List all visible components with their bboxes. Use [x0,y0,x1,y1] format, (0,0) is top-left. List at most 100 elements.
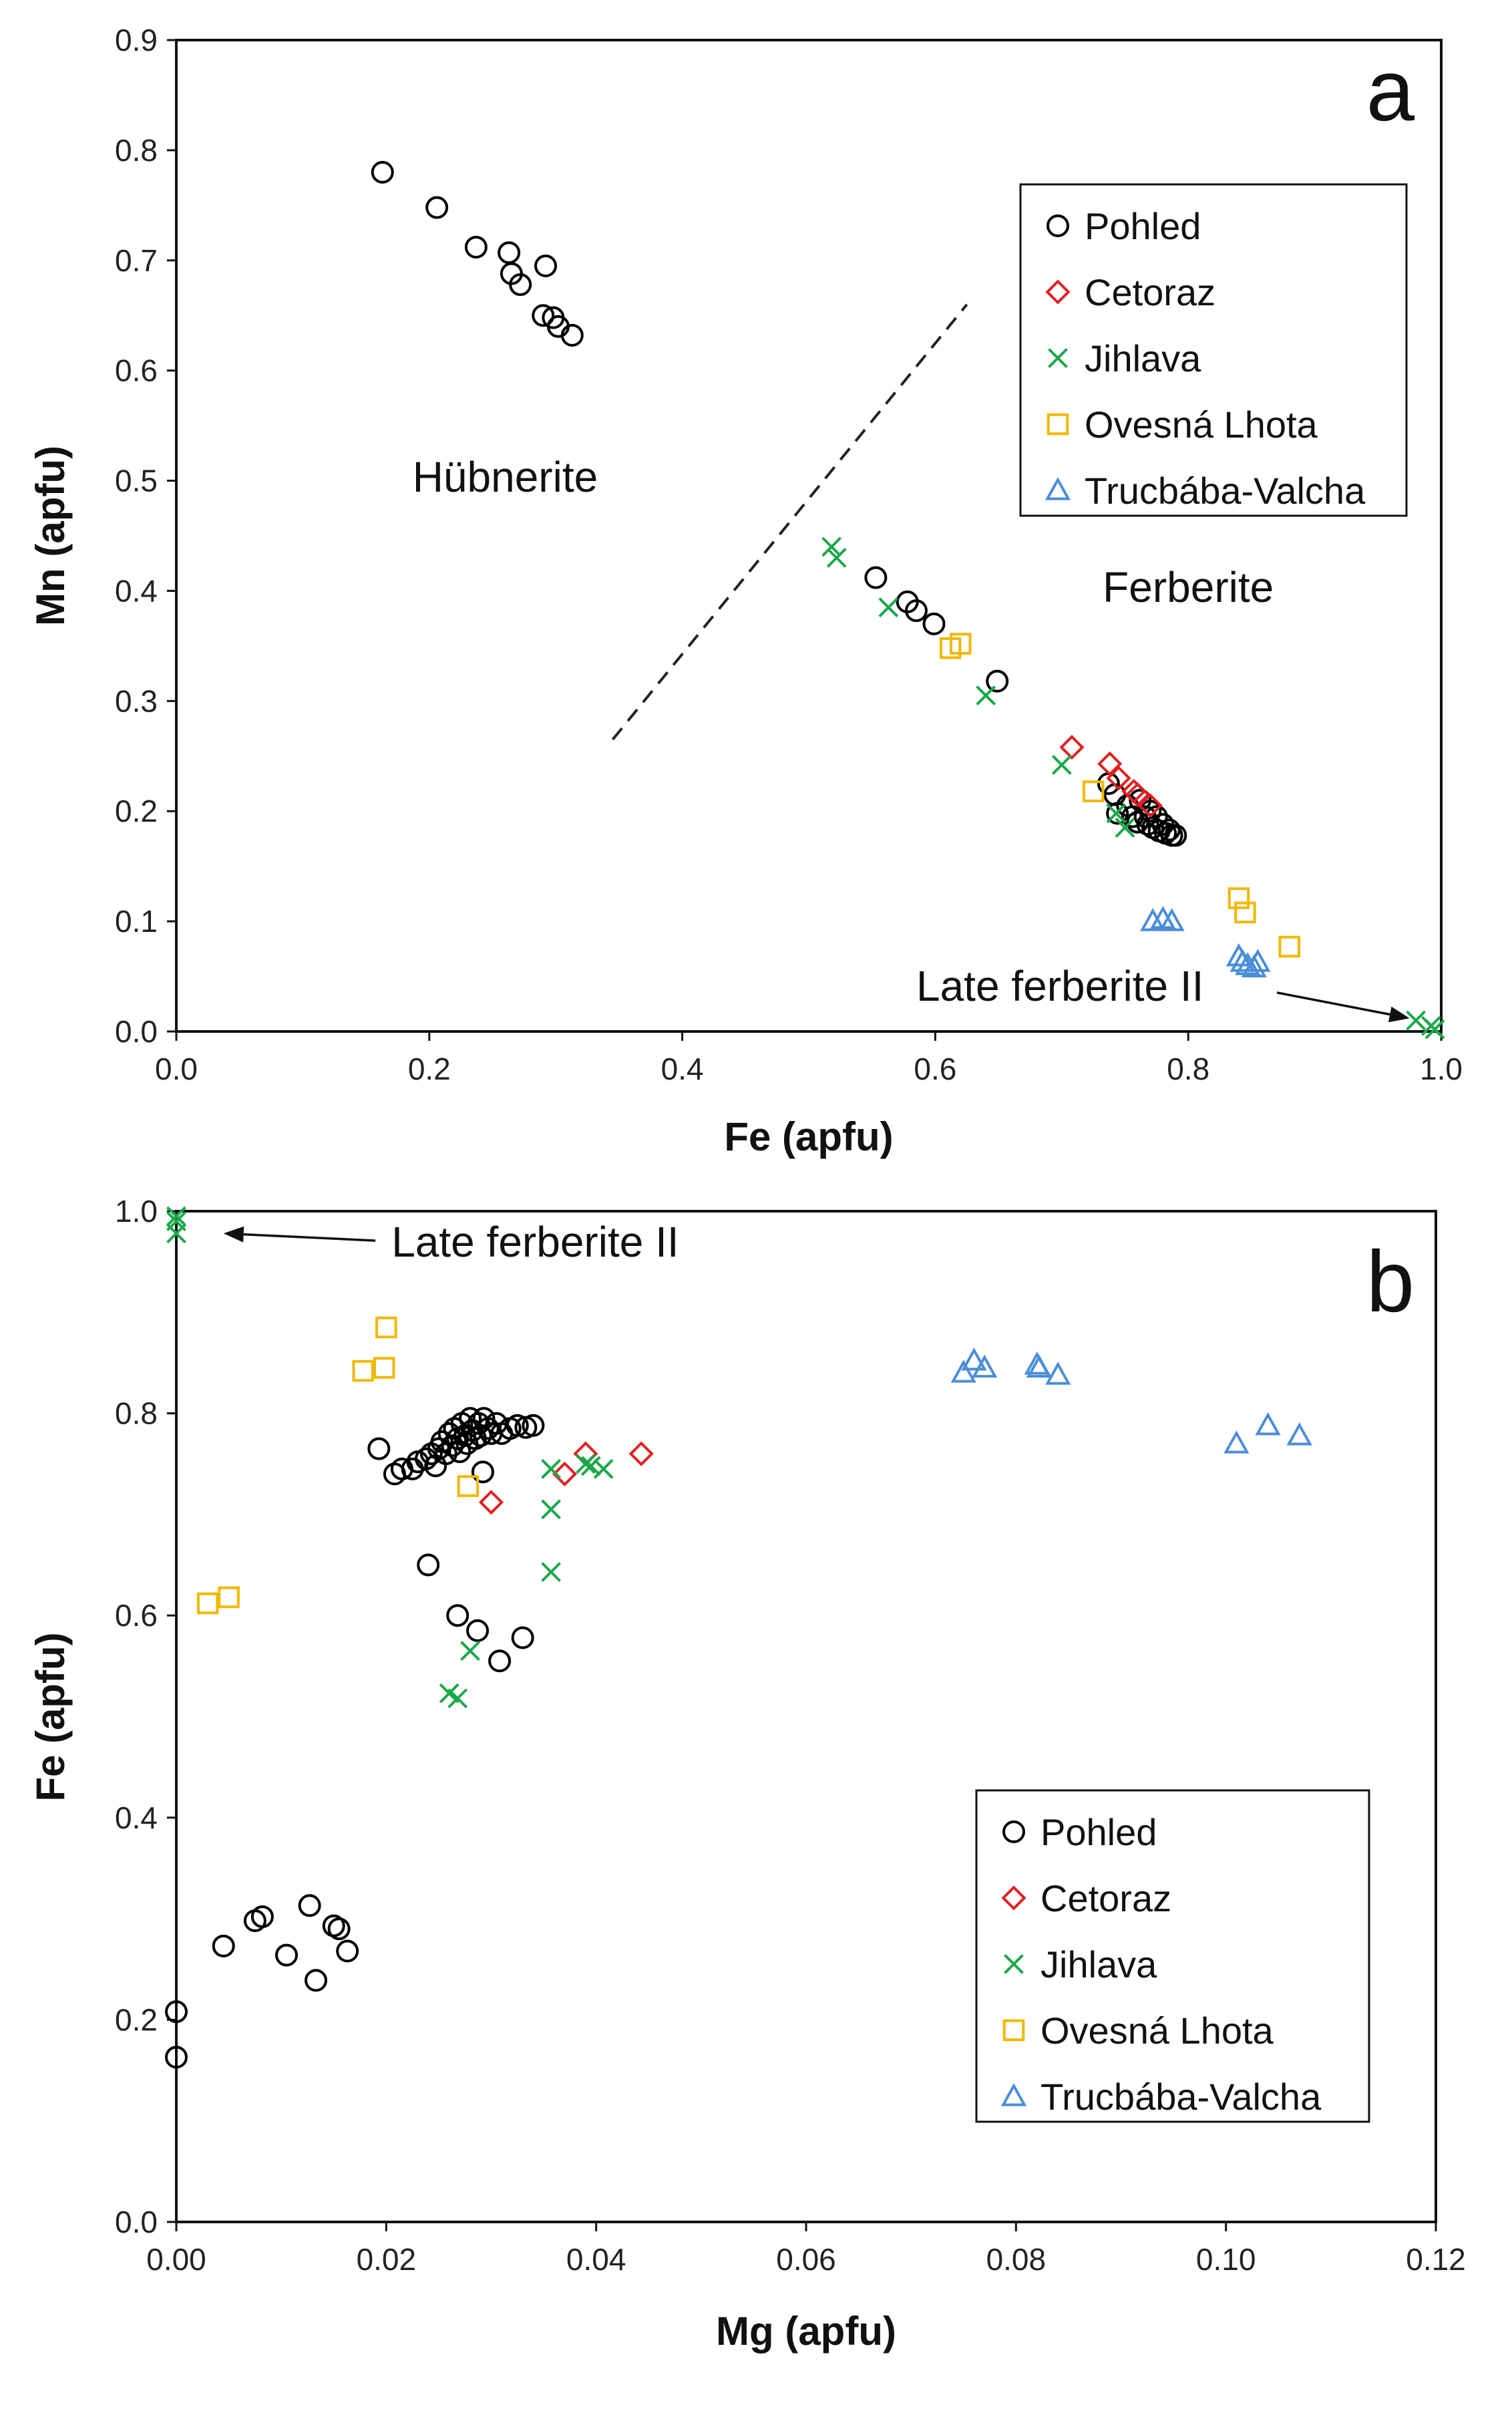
panel-b-series-pohled [165,1407,545,2069]
panel-b-y-tick-label: 0.8 [115,1396,158,1431]
panel-b-legend-marker-trucbaba-valcha [1000,2083,1027,2106]
panel-a-legend-marker-cetoraz [1045,279,1071,305]
panel-b-point-pohled [446,1604,469,1627]
panel-a-y-tick-label: 0.0 [115,1014,158,1049]
panel-a-point-cetoraz [1059,735,1085,760]
panel-a-legend-marker-pohled [1047,214,1069,237]
panel-a-point-cetoraz-shape [1125,782,1151,808]
panel-a-point-ovesna-lhota-shape [1234,901,1256,924]
panel-a-points [371,160,1445,1039]
panel-b-point-pohled [506,1414,529,1437]
panel-a-point-jihlava [1115,818,1135,838]
panel-a-point-pohled-shape [371,160,394,184]
panel-b-points [165,1206,1312,2069]
panel-b-point-pohled [471,1460,494,1484]
panel-a-point-jihlava-stroke-2 [1115,818,1135,838]
panel-a-y-tick-label: 0.2 [115,794,158,828]
panel-a-point-jihlava [1425,1019,1445,1039]
panel-b-point-pohled [511,1626,534,1649]
panel-a-point-pohled-shape [532,304,555,327]
panel-a-legend-marker-ovesna-lhota-shape [1047,413,1069,436]
panel-b-point-pohled [298,1894,321,1917]
panel-a-point-cetoraz [1106,766,1131,791]
panel-a-legend-label-trucbaba-valcha: Trucbába-Valcha [1085,470,1366,512]
panel-b-series-jihlava [166,1206,614,1709]
panel-a-series-trucbaba-valcha [1140,905,1271,977]
panel-a-point-pohled-shape [922,612,946,635]
panel-a-point-pohled [922,612,946,635]
panel-b-legend-marker-jihlava-stroke-2 [1004,1954,1024,1974]
panel-a-legend-label-cetoraz: Cetoraz [1085,271,1215,313]
panel-b-point-trucbaba-valcha-shape [1223,1430,1250,1454]
panel-a-point-cetoraz [1097,751,1123,776]
panel-b-y-axis-label: Fe (apfu) [28,1632,73,1801]
panel-b-x-tick-label: 0.08 [986,2242,1047,2277]
panel-b-point-trucbaba-valcha [1045,1361,1071,1385]
panel-b-point-jihlava [541,1499,561,1520]
panel-a-x-tick-label: 1.0 [1420,1052,1463,1086]
panel-b-legend-marker-ovesna-lhota-shape [1002,2019,1025,2042]
panel-a-point-pohled [425,196,449,219]
panel-b-annotations: Late ferberite II [223,1218,679,1266]
panel-a-point-pohled-shape [509,273,532,297]
panel-a-point-jihlava-stroke-2 [1425,1019,1445,1039]
panel-b-point-pohled-shape [471,1460,494,1484]
panel-a-point-trucbaba-valcha-shape [1235,952,1261,975]
panel-a-legend-marker-jihlava-stroke-2 [1048,348,1068,368]
panel-a-point-cetoraz-shape [1097,751,1123,776]
panel-a-annotation-arrow-shaft [1276,991,1390,1016]
panel-b-legend-marker-pohled-shape [1002,1820,1025,1843]
panel-b-point-pohled-shape [448,1440,471,1464]
panel-a-x-tick-label: 0.4 [661,1052,704,1086]
panel-b-x-tick-label: 0.12 [1406,2242,1466,2277]
panel-b-point-ovesna-lhota-shape [373,1357,395,1379]
panel-b-x-tick-label: 0.10 [1196,2242,1256,2277]
panel-b-point-ovesna-lhota [218,1586,240,1609]
panel-b-point-trucbaba-valcha-shape [1045,1361,1071,1385]
panel-a-point-pohled [532,304,555,327]
panel-a-point-pohled [1139,800,1162,823]
panel-a-legend-label-ovesna-lhota: Ovesná Lhota [1085,404,1318,446]
panel-b-point-cetoraz-shape [478,1490,504,1515]
panel-b-x-tick-label: 0.06 [776,2242,836,2277]
panel-b-point-jihlava [541,1458,561,1479]
panel-b-series-ovesna-lhota [196,1316,480,1615]
panel-b-legend-marker-ovesna-lhota [1002,2019,1025,2042]
panel-b-letter: b [1366,1233,1414,1330]
panel-a-point-trucbaba-valcha-shape [1245,949,1271,972]
panel-b-point-pohled [250,1905,274,1929]
panel-b-point-jihlava [541,1562,561,1583]
panel-b-y-tick-label: 0.6 [115,1598,158,1633]
panel-b-point-ovesna-lhota [196,1592,219,1615]
panel-a-y-tick-label: 0.1 [115,904,158,939]
panel-a-point-pohled-shape [560,323,584,347]
panel-b-chart: 0.00 0.02 0.04 0.06 0.08 0.10 0.12 0.0 0.2 0.4 0.6… [28,1194,1466,2354]
panel-a-series-jihlava [821,536,1445,1039]
panel-a-y-tick-label: 0.4 [115,573,158,608]
panel-b-ticks: 0.00 0.02 0.04 0.06 0.08 0.10 0.12 0.0 0.2 0.4 0.6… [115,1194,1466,2277]
panel-b-point-pohled [417,1553,440,1577]
panel-b-point-ovesna-lhota [373,1357,395,1379]
panel-a-point-jihlava-stroke-2 [1106,803,1127,824]
panel-b-legend-box [975,1789,1370,2123]
panel-b-point-pohled-shape [336,1939,359,1963]
panel-b-point-pohled-shape [212,1934,235,1957]
panel-b-x-axis-label: Mg (apfu) [716,2309,896,2354]
panel-a-legend-marker-pohled-shape [1047,214,1069,237]
panel-a-point-cetoraz [1137,793,1163,818]
panel-b-point-pohled [165,2000,188,2024]
panel-a-point-cetoraz-shape [1137,793,1163,818]
panel-b-point-trucbaba-valcha-shape [972,1354,998,1378]
panel-b-point-pohled [275,1943,299,1967]
panel-a-point-jihlava [878,597,899,618]
panel-a-point-pohled [864,566,888,589]
panel-a-legend-label-pohled: Pohled [1085,205,1201,247]
panel-b-point-pohled-shape [165,2046,188,2069]
panel-b-point-pohled [488,1649,512,1673]
panel-b-point-jihlava-stroke-2 [576,1454,596,1474]
panel-b-x-tick-label: 0.04 [566,2242,626,2277]
panel-b-point-trucbaba-valcha-shape [1286,1422,1312,1446]
panel-a-legend-marker-jihlava [1048,348,1068,368]
panel-b-point-trucbaba-valcha [1255,1412,1281,1436]
